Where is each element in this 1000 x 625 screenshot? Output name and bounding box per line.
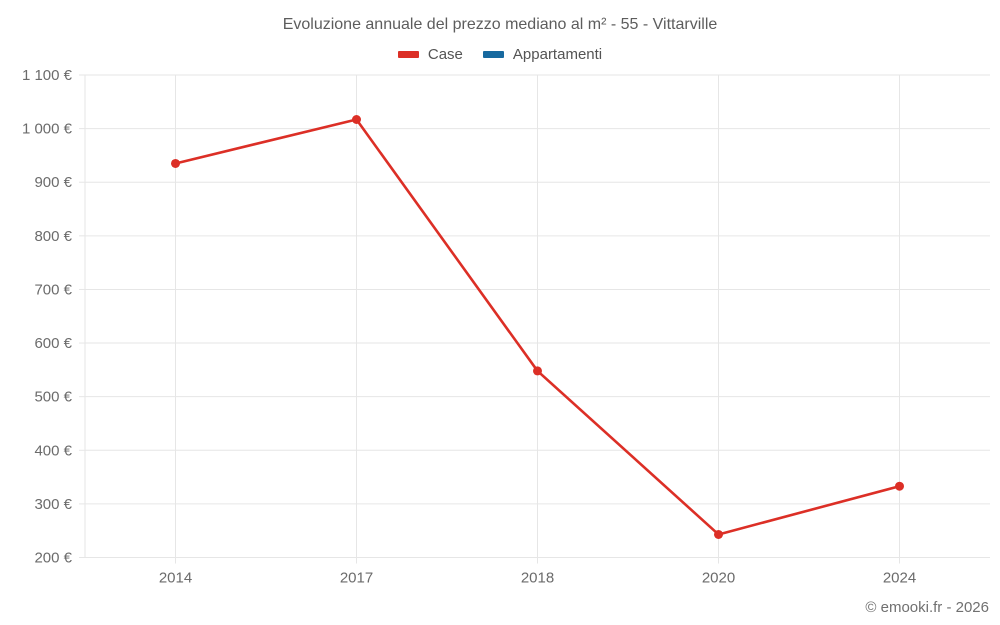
x-tick-label: 2017 bbox=[340, 570, 373, 587]
case-series-point-2020[interactable] bbox=[714, 529, 723, 539]
y-tick-label: 800 € bbox=[34, 228, 72, 245]
x-tick-label: 2024 bbox=[883, 570, 916, 587]
y-tick-label: 300 € bbox=[34, 496, 72, 513]
x-tick-label: 2014 bbox=[159, 570, 192, 587]
case-series-point-2024[interactable] bbox=[895, 481, 904, 491]
y-tick-label: 200 € bbox=[34, 550, 72, 567]
chart-title: Evoluzione annuale del prezzo mediano al… bbox=[282, 16, 718, 33]
legend-item-appartamenti[interactable]: Appartamenti bbox=[482, 46, 603, 63]
appartamenti-color-swatch bbox=[482, 51, 504, 58]
legend-item-case[interactable]: Case bbox=[397, 46, 463, 63]
y-tick-label: 400 € bbox=[34, 442, 72, 459]
x-tick-label: 2020 bbox=[702, 570, 735, 587]
legend-label-case: Case bbox=[427, 46, 463, 63]
legend-label-appartamenti: Appartamenti bbox=[512, 46, 603, 63]
case-series-point-2014[interactable] bbox=[171, 158, 180, 168]
y-tick-label: 1 000 € bbox=[22, 121, 73, 138]
x-tick-label: 2018 bbox=[521, 570, 554, 587]
case-series-point-2018[interactable] bbox=[533, 366, 542, 376]
y-tick-label: 1 100 € bbox=[22, 67, 73, 84]
copyright-credit: © emooki.fr - 2026 bbox=[865, 599, 989, 616]
y-tick-label: 700 € bbox=[34, 281, 72, 298]
y-tick-label: 900 € bbox=[34, 174, 72, 191]
y-tick-label: 500 € bbox=[34, 389, 72, 406]
case-color-swatch bbox=[397, 51, 419, 58]
y-tick-label: 600 € bbox=[34, 335, 72, 352]
chart-legend: Case Appartamenti bbox=[0, 46, 1000, 63]
case-series-point-2017[interactable] bbox=[352, 114, 361, 124]
